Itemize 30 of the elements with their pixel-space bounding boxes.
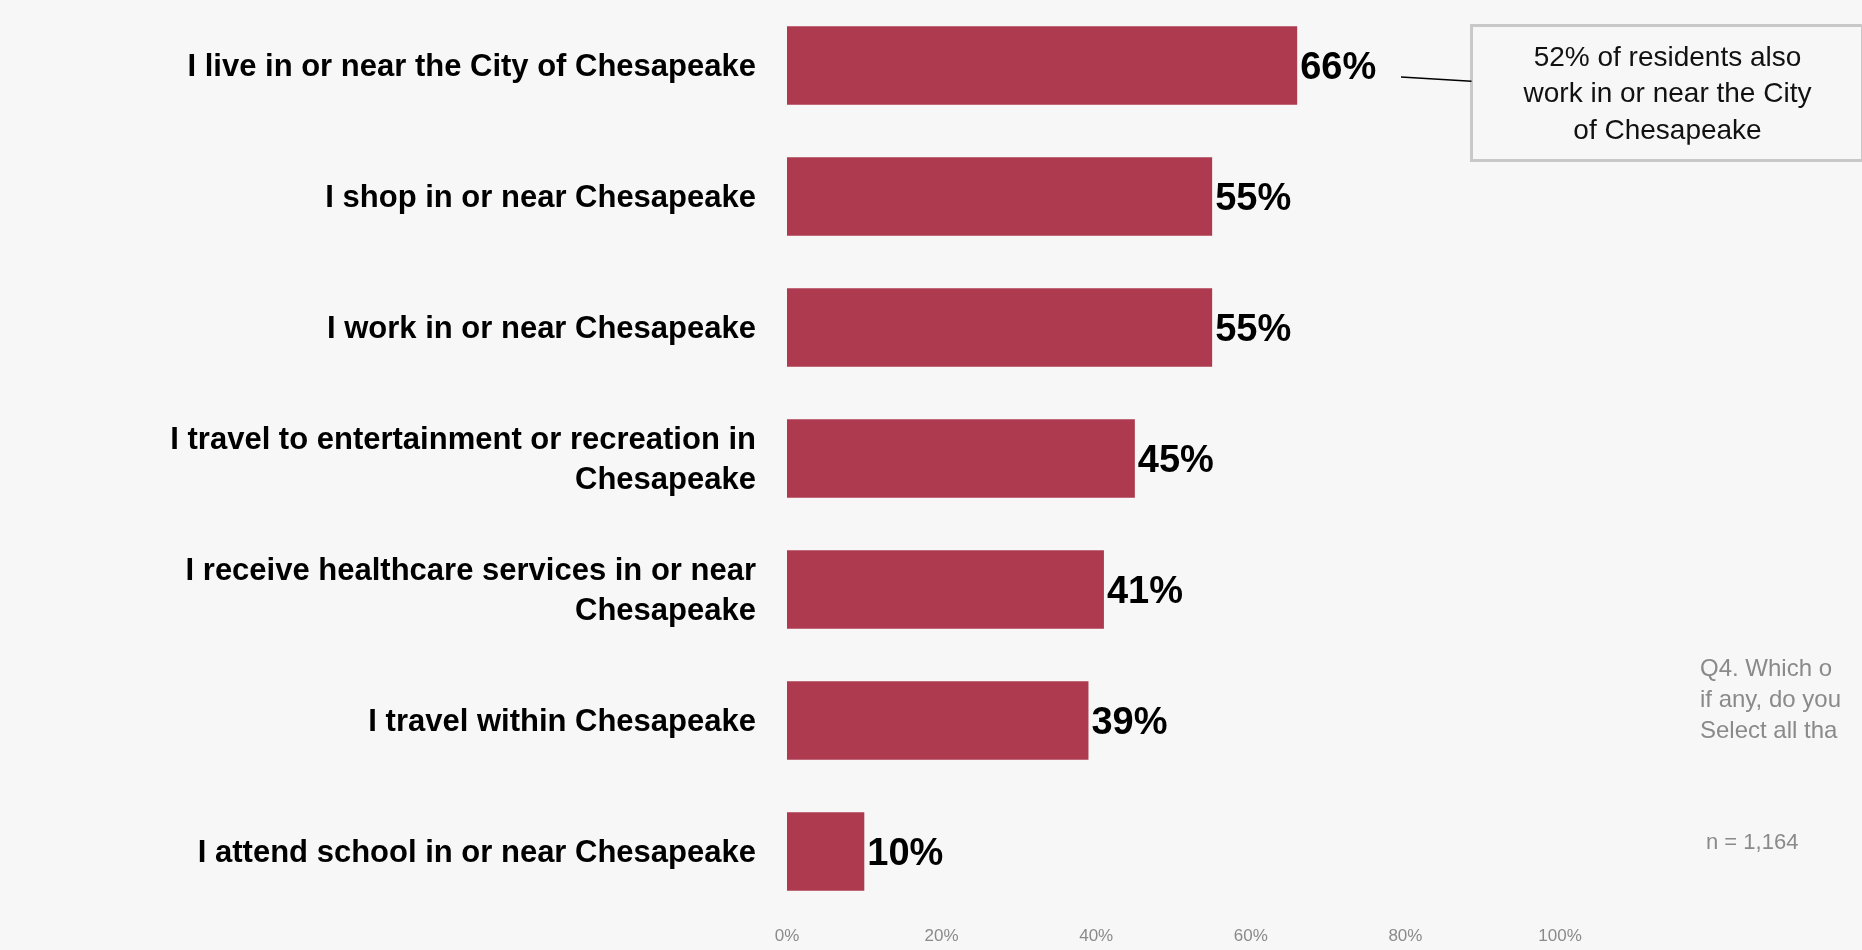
data-label: 66%: [1300, 44, 1377, 87]
y-tick-label: I receive healthcare services in or near Chesapeake: [185, 552, 756, 628]
text: Q4. Which o if any, do you Select all tha: [1700, 654, 1841, 744]
bar: [787, 157, 1213, 236]
x-tick-label: 100%: [1538, 926, 1582, 945]
data-label: 39%: [1091, 699, 1168, 742]
y-tick-label: I work in or near Chesapeake: [326, 310, 756, 346]
x-tick-label: 20%: [924, 926, 959, 945]
x-tick-label: 0%: [774, 926, 800, 945]
y-tick-label: I travel within Chesapeake: [368, 703, 756, 739]
bar: [787, 419, 1135, 498]
bar: [787, 26, 1298, 105]
data-label: 41%: [1106, 568, 1183, 611]
x-tick-label: 60%: [1233, 926, 1268, 945]
text: n = 1,164: [1706, 829, 1799, 854]
y-tick-label: I attend school in or near Chesapeake: [197, 834, 756, 870]
bar: [787, 681, 1089, 760]
x-tick-label: 80%: [1388, 926, 1423, 945]
x-tick-label: 40%: [1079, 926, 1114, 945]
data-label: 10%: [867, 830, 944, 873]
bar: [787, 550, 1104, 629]
y-tick-label: I live in or near the City of Chesapeake: [187, 48, 756, 84]
data-label: 55%: [1215, 175, 1292, 218]
bar: [787, 812, 865, 891]
y-tick-label: I shop in or near Chesapeake: [325, 179, 756, 215]
annotation: 52% of residents also work in or near the City of Chesapeake: [1522, 41, 1812, 145]
bar: [787, 288, 1213, 367]
data-label: 45%: [1137, 437, 1214, 480]
y-tick-label: I travel to entertainment or recreation in Chesapeake: [170, 421, 756, 497]
data-label: 55%: [1215, 306, 1292, 349]
